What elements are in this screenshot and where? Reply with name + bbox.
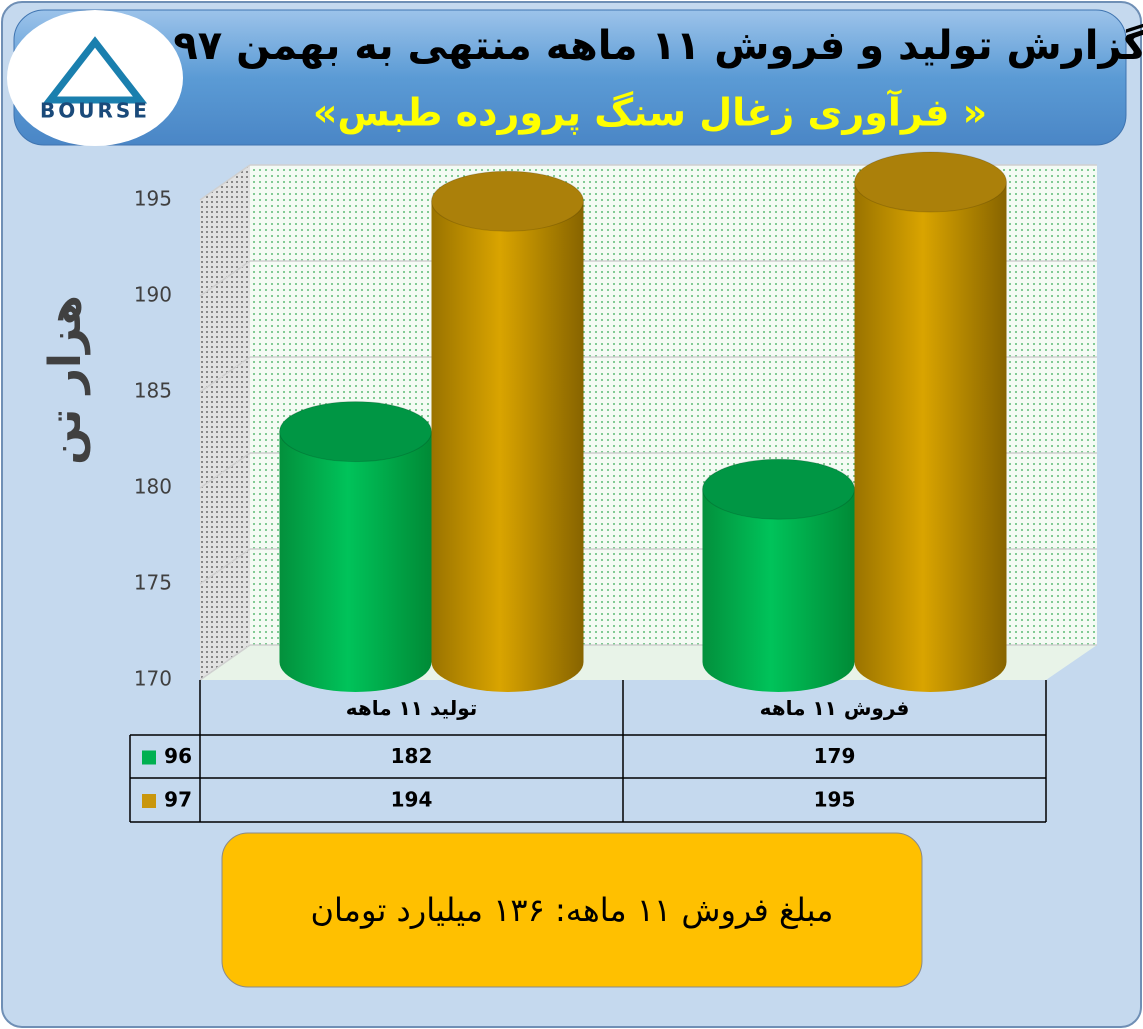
table-value: 182	[391, 744, 433, 768]
bar	[702, 458, 855, 692]
bar-body	[702, 489, 855, 692]
annotation: مبلغ فروش ۱۱ ماهه: ۱۳۶ میلیارد تومان	[311, 891, 834, 929]
legend-key	[142, 794, 156, 808]
logo-text: BOURSE	[40, 99, 150, 123]
y-tick-label: 195	[134, 187, 172, 211]
chart-title: گزارش تولید و فروش ۱۱ ماهه منتهی به بهمن…	[173, 22, 1143, 69]
legend-key	[142, 750, 156, 765]
legend-label: 96	[164, 744, 192, 768]
x-tick-label: فروش ۱۱ ماهه	[760, 696, 910, 720]
side-grid-line	[199, 356, 251, 393]
legend-label: 97	[164, 788, 192, 812]
annotation-box	[221, 832, 923, 988]
bar-top	[702, 458, 855, 520]
table-value: 194	[391, 788, 433, 812]
y-tick-label: 170	[134, 667, 172, 691]
table-value: 195	[814, 788, 856, 812]
bar	[279, 401, 432, 692]
bar-top	[431, 170, 584, 232]
bar-top	[854, 151, 1007, 213]
side-grid-line	[199, 644, 251, 681]
side-grid-line	[199, 164, 251, 201]
bar-body	[854, 182, 1007, 692]
logo-mark	[42, 36, 148, 104]
bar	[854, 151, 1007, 692]
y-axis-label: هزار تن	[40, 295, 91, 465]
logo-badge	[7, 10, 183, 146]
side-grid-line	[199, 452, 251, 489]
bar-body	[279, 431, 432, 692]
y-tick-label: 175	[134, 571, 172, 595]
x-tick-label: تولید ۱۱ ماهه	[346, 696, 478, 720]
y-tick-label: 185	[134, 379, 172, 403]
y-tick-label: 180	[134, 475, 172, 499]
side-grid-line	[199, 548, 251, 585]
bar-top	[279, 401, 432, 463]
side-grid-line	[199, 260, 251, 297]
bar	[431, 170, 584, 692]
side-wall	[200, 165, 250, 680]
logo: BOURSE	[7, 10, 183, 146]
y-tick-label: 190	[134, 283, 172, 307]
table-value: 179	[814, 744, 856, 768]
chart-subtitle: «فرآوری زغال سنگ پرورده طبس »	[313, 89, 987, 136]
bar-body	[431, 201, 584, 692]
